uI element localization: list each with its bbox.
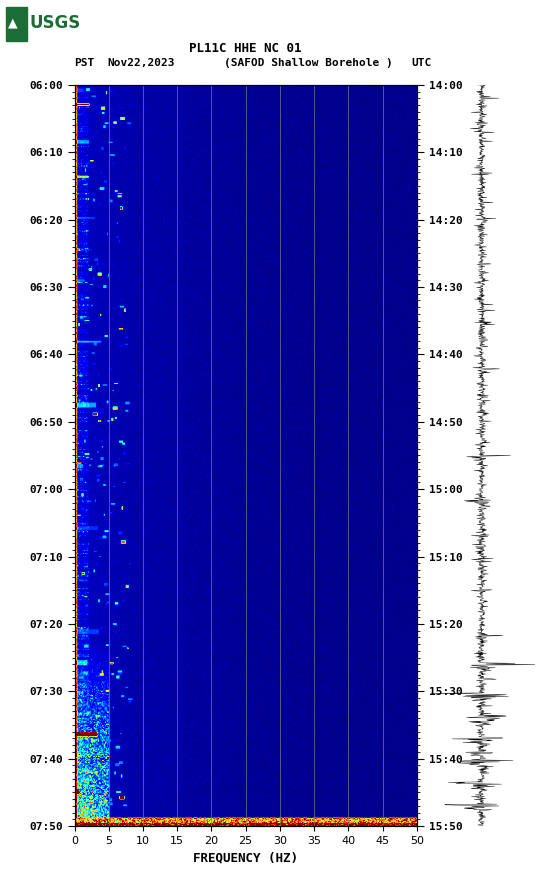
Bar xyxy=(6,7,27,41)
Text: PST: PST xyxy=(75,57,95,68)
Text: UTC: UTC xyxy=(411,57,432,68)
Text: USGS: USGS xyxy=(30,14,81,32)
Text: Nov22,2023: Nov22,2023 xyxy=(108,57,175,68)
Text: PL11C HHE NC 01: PL11C HHE NC 01 xyxy=(189,42,302,54)
Text: (SAFOD Shallow Borehole ): (SAFOD Shallow Borehole ) xyxy=(224,57,392,68)
X-axis label: FREQUENCY (HZ): FREQUENCY (HZ) xyxy=(193,851,298,864)
Text: ▲: ▲ xyxy=(8,17,18,29)
